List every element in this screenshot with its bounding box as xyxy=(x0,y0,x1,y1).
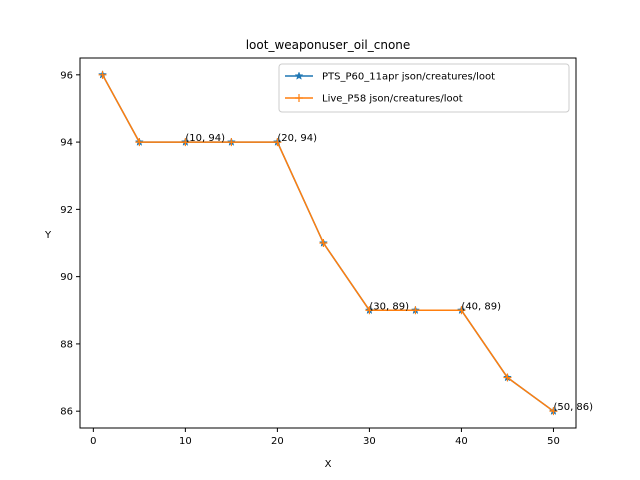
legend: PTS_P60_11apr json/creatures/loot Live_P5… xyxy=(278,63,570,113)
x-tick-label: 30 xyxy=(363,436,376,447)
x-tick-label: 10 xyxy=(179,436,192,447)
x-axis-label: X xyxy=(325,459,332,470)
y-tick-label: 92 xyxy=(60,205,73,216)
chart-title: loot_weaponuser_oil_cnone xyxy=(246,38,411,52)
x-tick-label: 20 xyxy=(271,436,284,447)
y-tick-label: 94 xyxy=(60,138,73,149)
point-annotation: (10, 94) xyxy=(185,133,225,144)
point-annotation: (20, 94) xyxy=(277,133,317,144)
series-2-point xyxy=(319,239,328,247)
point-annotation: (30, 89) xyxy=(369,301,409,312)
axes-frame xyxy=(79,57,577,429)
y-tick-label: 86 xyxy=(60,407,73,418)
series-2-point xyxy=(227,138,236,147)
x-axis: 0 10 20 30 40 50 xyxy=(90,428,560,447)
x-tick-label: 40 xyxy=(455,436,468,447)
series-2-point xyxy=(549,407,558,416)
legend-marker-1 xyxy=(294,71,304,80)
legend-marker-2 xyxy=(295,94,303,102)
plot-area: (10, 94) (20, 94) (30, 89) (40, 89) (50, 86) xyxy=(98,70,593,416)
legend-frame xyxy=(278,63,570,113)
series-2-point xyxy=(98,70,107,79)
x-tick-label: 0 xyxy=(90,436,96,447)
y-tick-label: 90 xyxy=(60,272,73,283)
series-2-point xyxy=(273,138,282,147)
y-tick-label: 96 xyxy=(60,70,73,81)
series-2-point xyxy=(457,306,466,315)
y-tick-label: 88 xyxy=(60,339,73,350)
y-axis-label: Y xyxy=(44,230,52,241)
series-2-point xyxy=(135,138,144,147)
series-2-point xyxy=(365,306,374,315)
y-axis: 86 88 90 92 94 96 xyxy=(60,70,80,418)
legend-label-2: Live_P58 json/creatures/loot xyxy=(322,94,463,105)
x-tick-label: 50 xyxy=(547,436,560,447)
point-annotation: (40, 89) xyxy=(461,301,501,312)
series-2-point xyxy=(503,373,512,382)
series-line-1 xyxy=(101,74,554,412)
legend-label-1: PTS_P60_11apr json/creatures/loot xyxy=(322,72,495,83)
series-line-2 xyxy=(101,74,554,412)
series-2-point xyxy=(411,306,420,315)
point-annotation: (50, 86) xyxy=(553,402,593,413)
series-2-point xyxy=(181,138,190,147)
